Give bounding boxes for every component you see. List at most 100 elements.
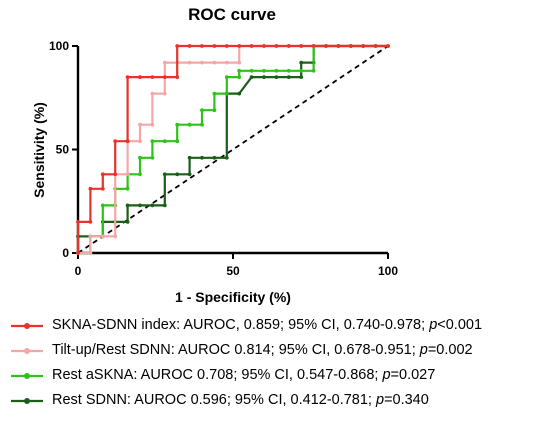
data-point	[200, 60, 204, 65]
legend: SKNA-SDNN index: AUROC, 0.859; 95% CI, 0…	[10, 313, 545, 413]
legend-item: Tilt-up/Rest SDNN: AUROC 0.814; 95% CI, …	[10, 338, 545, 363]
data-point	[100, 234, 105, 239]
data-point	[249, 75, 254, 79]
data-point	[76, 220, 80, 224]
data-point	[162, 139, 167, 144]
legend-label: SKNA-SDNN index: AUROC, 0.859; 95% CI, 0…	[52, 317, 483, 333]
reference-line-layer	[77, 45, 389, 254]
data-point	[100, 186, 105, 191]
data-point	[88, 234, 93, 239]
data-point	[150, 91, 155, 96]
legend-marker	[11, 373, 43, 379]
x-tick-label: 50	[226, 264, 240, 278]
y-axis-label: Sensitivity (%)	[31, 102, 47, 198]
data-point	[138, 75, 142, 79]
y-tick-label: 100	[49, 39, 69, 53]
data-point	[113, 234, 118, 239]
data-point	[224, 60, 229, 65]
data-point	[262, 68, 266, 73]
data-point	[150, 75, 155, 79]
data-point	[150, 122, 155, 127]
legend-item: SKNA-SDNN index: AUROC, 0.859; 95% CI, 0…	[10, 313, 545, 338]
data-point	[286, 44, 291, 48]
data-point	[200, 122, 204, 127]
data-point	[187, 172, 192, 177]
data-point	[212, 44, 217, 48]
data-point	[138, 203, 142, 208]
data-point	[150, 203, 155, 208]
data-point	[286, 75, 291, 79]
data-point	[262, 75, 266, 79]
data-point	[200, 108, 204, 113]
data-point	[249, 44, 254, 48]
data-point	[274, 44, 279, 48]
data-point	[138, 155, 142, 160]
data-point	[88, 186, 93, 191]
data-point	[200, 155, 204, 160]
data-point	[162, 172, 167, 177]
data-point	[311, 44, 316, 48]
data-point	[224, 91, 229, 96]
series-line	[76, 44, 388, 253]
data-point	[162, 91, 167, 96]
data-point	[150, 139, 155, 144]
data-point	[125, 220, 130, 224]
y-tick-label: 0	[62, 246, 69, 260]
data-point	[386, 44, 390, 48]
legend-marker	[11, 323, 43, 329]
legend-item: Rest SDNN: AUROC 0.596; 95% CI, 0.412-0.…	[10, 388, 545, 413]
data-point	[162, 203, 167, 208]
data-point	[175, 122, 180, 127]
data-point	[237, 75, 242, 79]
chart-title: ROC curve	[188, 5, 276, 24]
data-point	[100, 172, 105, 177]
data-point	[162, 75, 167, 79]
data-point	[125, 172, 130, 177]
data-point	[113, 172, 118, 177]
x-tick-label: 0	[75, 264, 82, 278]
data-point	[162, 60, 167, 65]
data-point	[175, 139, 180, 144]
y-tick-label: 50	[56, 143, 70, 157]
axes: 0 50 100 0 50 100	[49, 39, 398, 278]
data-point	[150, 155, 155, 160]
reference-diagonal-line	[77, 45, 389, 254]
data-point	[237, 91, 242, 96]
data-point	[224, 155, 229, 160]
data-point	[212, 60, 217, 65]
data-point	[274, 75, 279, 79]
data-point	[224, 44, 229, 48]
series-layer	[76, 44, 390, 255]
data-point	[336, 44, 341, 48]
data-point	[200, 44, 204, 48]
data-point	[125, 186, 130, 191]
legend-label: Rest aSKNA: AUROC 0.708; 95% CI, 0.547-0…	[52, 367, 436, 383]
data-point	[187, 44, 192, 48]
data-point	[299, 44, 304, 48]
data-point	[125, 203, 130, 208]
data-point	[299, 68, 304, 73]
data-point	[88, 251, 93, 255]
legend-item: Rest aSKNA: AUROC 0.708; 95% CI, 0.547-0…	[10, 363, 545, 388]
data-point	[100, 203, 105, 208]
data-point	[138, 122, 142, 127]
data-point	[125, 139, 130, 144]
data-point	[88, 220, 93, 224]
legend-label: Tilt-up/Rest SDNN: AUROC 0.814; 95% CI, …	[52, 342, 473, 358]
data-point	[125, 75, 130, 79]
data-point	[237, 68, 242, 73]
data-point	[348, 44, 353, 48]
data-point	[299, 75, 304, 79]
data-point	[237, 60, 242, 65]
data-point	[212, 91, 217, 96]
data-point	[138, 139, 142, 144]
data-point	[274, 68, 279, 73]
data-point	[175, 44, 180, 48]
x-axis-label: 1 - Specificity (%)	[175, 289, 291, 305]
data-point	[175, 75, 180, 79]
data-point	[361, 44, 366, 48]
data-point	[262, 44, 266, 48]
data-point	[113, 139, 118, 144]
data-point	[187, 155, 192, 160]
data-point	[76, 251, 80, 255]
